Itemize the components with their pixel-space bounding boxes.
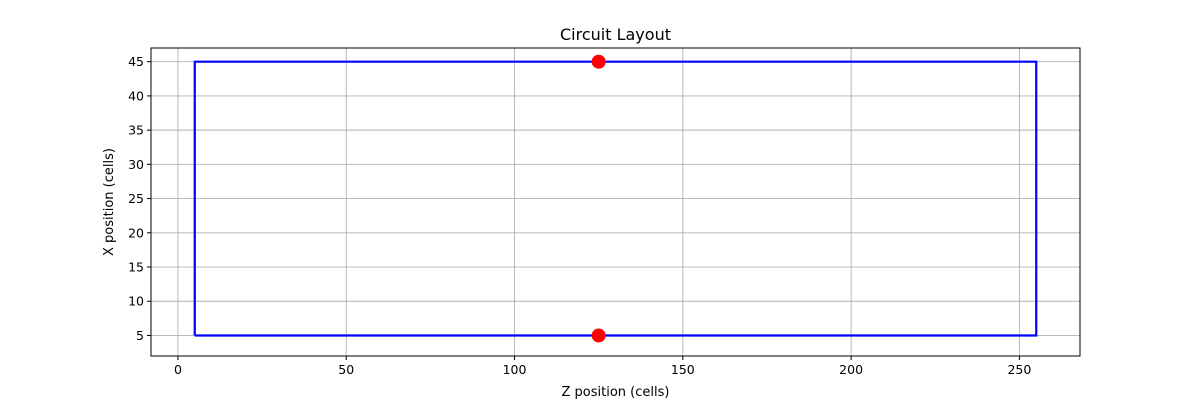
axis-ticks: 0 50 100 150 200 250 5 10 15 20 25 30 35 40 45: [128, 54, 1031, 377]
circuit-boundary-line: [193, 60, 1038, 337]
y-tick-label: 30: [128, 157, 144, 172]
x-tick-label: 50: [338, 362, 354, 377]
port-marker-point: [591, 54, 606, 69]
x-tick-label: 200: [839, 362, 863, 377]
y-tick-label: 15: [128, 260, 144, 275]
plot-series: [193, 54, 1038, 343]
y-tick-label: 25: [128, 191, 144, 206]
y-tick-label: 40: [128, 88, 144, 103]
y-tick-label: 10: [128, 294, 144, 309]
x-tick-label: 100: [503, 362, 527, 377]
port-marker-point: [591, 328, 606, 343]
plot-frame: [150, 47, 1081, 357]
y-tick-label: 45: [128, 54, 144, 69]
y-axis-label: X position (cells): [102, 148, 117, 256]
y-tick-label: 35: [128, 123, 144, 138]
x-tick-label: 250: [1007, 362, 1031, 377]
y-tick-label: 5: [136, 328, 144, 343]
chart-title: Circuit Layout: [560, 25, 671, 44]
x-axis-label: Z position (cells): [562, 385, 670, 400]
y-tick-label: 20: [128, 225, 144, 240]
x-tick-label: 150: [671, 362, 695, 377]
x-tick-label: 0: [174, 362, 182, 377]
